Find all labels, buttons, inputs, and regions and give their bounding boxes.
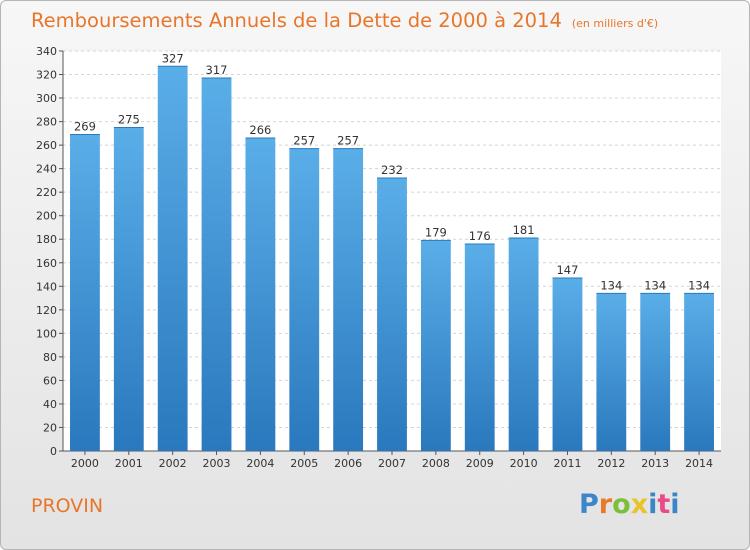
chart-title: Remboursements Annuels de la Dette de 20…	[31, 9, 658, 32]
data-label: 147	[556, 263, 578, 277]
logo-letter: o	[612, 489, 631, 520]
logo-letter: i	[670, 489, 680, 520]
bar-2003	[201, 78, 232, 451]
x-tick-label: 2008	[422, 457, 450, 470]
chart-subtitle: (en milliers d'€)	[571, 17, 659, 30]
y-tick-label: 320	[36, 69, 57, 82]
x-tick-label: 2003	[203, 457, 231, 470]
x-tick-label: 2002	[159, 457, 187, 470]
x-tick-label: 2010	[510, 457, 538, 470]
y-tick-label: 280	[36, 116, 57, 129]
y-tick-label: 120	[36, 304, 57, 317]
x-tick-label: 2011	[553, 457, 581, 470]
y-tick-label: 300	[36, 92, 57, 105]
bar-2000	[70, 134, 100, 451]
y-tick-label: 260	[36, 139, 57, 152]
y-tick-label: 180	[36, 233, 57, 246]
data-label: 134	[688, 278, 710, 292]
y-tick-label: 240	[36, 163, 57, 176]
x-tick-label: 2005	[290, 457, 318, 470]
bar-2012	[596, 293, 627, 451]
y-tick-label: 100	[36, 327, 57, 340]
data-label: 134	[600, 278, 622, 292]
data-label: 275	[118, 112, 140, 126]
x-tick-label: 2004	[246, 457, 274, 470]
x-tick-label: 2014	[685, 457, 713, 470]
logo-letter: x	[630, 489, 649, 520]
y-tick-label: 160	[36, 257, 57, 270]
x-tick-label: 2007	[378, 457, 406, 470]
y-tick-label: 340	[36, 45, 57, 58]
logo-letter: t	[657, 489, 671, 520]
y-tick-label: 40	[43, 398, 57, 411]
y-tick-label: 80	[43, 351, 57, 364]
data-label: 317	[206, 63, 228, 77]
x-tick-label: 2006	[334, 457, 362, 470]
x-tick-label: 2013	[641, 457, 669, 470]
data-label: 232	[381, 163, 403, 177]
bar-2010	[508, 238, 539, 451]
bar-2004	[245, 138, 276, 451]
chart-title-text: Remboursements Annuels de la Dette de 20…	[31, 9, 562, 32]
x-tick-label: 2001	[115, 457, 143, 470]
bar-2009	[464, 243, 495, 451]
proxiti-logo: Proxiti	[579, 489, 680, 520]
data-label: 266	[249, 123, 271, 137]
x-tick-label: 2009	[466, 457, 494, 470]
data-label: 134	[644, 278, 666, 292]
y-tick-label: 200	[36, 210, 57, 223]
data-label: 257	[293, 134, 315, 148]
y-tick-label: 0	[50, 445, 57, 458]
data-label: 269	[74, 120, 96, 134]
bar-2005	[289, 148, 320, 451]
logo-letter: i	[648, 489, 658, 520]
data-label: 176	[469, 229, 491, 243]
bar-2006	[333, 148, 364, 451]
x-tick-label: 2000	[71, 457, 99, 470]
bar-2007	[377, 178, 407, 451]
y-tick-label: 140	[36, 280, 57, 293]
data-label: 181	[513, 223, 535, 237]
data-label: 179	[425, 225, 447, 239]
y-tick-label: 20	[43, 421, 57, 434]
y-tick-label: 220	[36, 186, 57, 199]
logo-letter: r	[598, 489, 613, 520]
bar-2002	[157, 66, 188, 451]
data-label: 327	[162, 51, 184, 65]
bar-2014	[684, 293, 714, 451]
y-tick-label: 60	[43, 374, 57, 387]
bar-2011	[552, 278, 583, 451]
data-label: 257	[337, 134, 359, 148]
commune-name: PROVIN	[31, 495, 104, 517]
x-tick-label: 2012	[597, 457, 625, 470]
bar-2008	[420, 240, 451, 451]
bar-2013	[640, 293, 671, 451]
bar-2001	[113, 127, 144, 452]
logo-letter: P	[579, 489, 599, 520]
